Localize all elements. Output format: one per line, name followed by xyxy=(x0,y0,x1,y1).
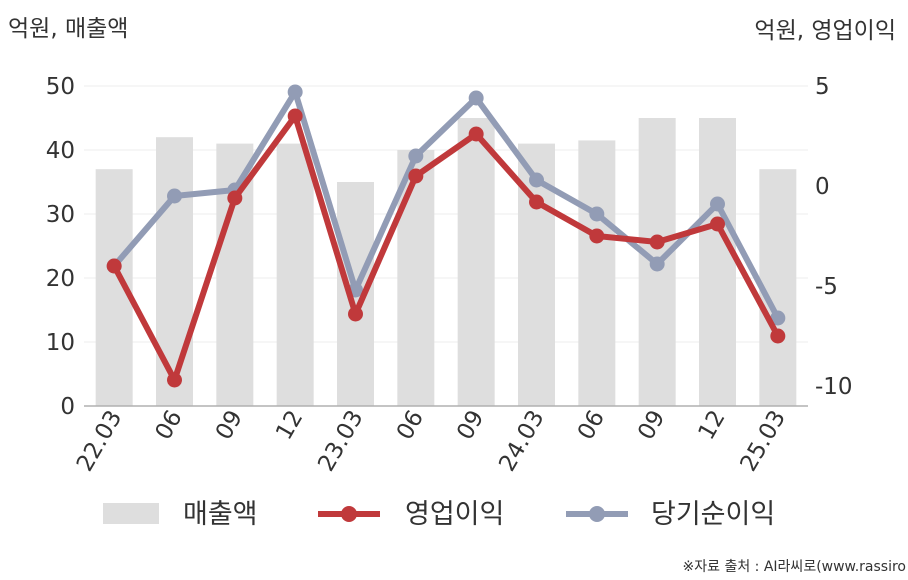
bar-series-revenue xyxy=(95,118,797,406)
series-point xyxy=(649,234,665,250)
left-tick-label: 20 xyxy=(46,266,75,292)
legend-marker-net-income xyxy=(589,506,605,522)
x-tick-label: 06 xyxy=(573,406,610,444)
bar-revenue xyxy=(759,169,797,406)
legend: 매출액 영업이익 당기순이익 xyxy=(103,499,775,530)
legend-label-operating-profit: 영업이익 xyxy=(405,499,504,530)
bar-revenue xyxy=(699,118,736,406)
series-point xyxy=(649,256,665,272)
series-point xyxy=(710,196,725,212)
series-point xyxy=(348,306,363,322)
left-axis-label: 억원, 매출액 xyxy=(8,16,128,42)
series-point xyxy=(287,108,303,124)
line-series xyxy=(106,84,786,388)
series-point xyxy=(529,194,544,210)
series-point xyxy=(468,126,484,142)
series-point xyxy=(287,84,303,100)
series-point xyxy=(167,188,182,204)
x-tick-label: 25.03 xyxy=(736,406,791,476)
series-point xyxy=(106,258,122,274)
left-tick-label: 0 xyxy=(60,394,75,420)
source-note: ※자료 출처 : AI라씨로(www.rassiro xyxy=(683,559,906,575)
legend-label-net-income: 당기순이익 xyxy=(651,499,775,530)
left-tick-label: 10 xyxy=(46,330,75,356)
x-tick-label: 23.03 xyxy=(313,406,368,476)
right-axis-label: 억원, 영업이익 xyxy=(754,18,896,44)
bar-revenue xyxy=(457,118,495,406)
x-tick-label: 09 xyxy=(211,406,248,444)
line-series-net-income xyxy=(106,84,786,326)
right-axis-ticks: 5 0 -5 -10 xyxy=(815,74,853,400)
legend-marker-operating-profit xyxy=(341,506,357,522)
series-line xyxy=(111,113,781,383)
series-point xyxy=(408,148,424,164)
left-axis-ticks: 0 10 20 30 40 50 xyxy=(46,74,75,420)
right-tick-label: 0 xyxy=(815,174,830,200)
series-point xyxy=(468,90,484,106)
bar-revenue xyxy=(276,143,314,406)
right-tick-label: -5 xyxy=(815,274,838,300)
left-tick-label: 40 xyxy=(46,138,75,164)
series-point xyxy=(710,216,725,232)
x-tick-label: 09 xyxy=(633,406,670,444)
x-tick-label: 06 xyxy=(151,406,188,444)
x-axis-ticks: 22.03 06 09 12 23.03 06 09 24.03 06 09 12 25.03 xyxy=(72,406,791,476)
x-tick-label: 06 xyxy=(392,406,429,444)
bar-revenue xyxy=(156,137,193,406)
series-point xyxy=(770,310,786,326)
x-tick-label: 24.03 xyxy=(494,406,549,476)
series-point xyxy=(770,328,786,344)
legend-label-revenue: 매출액 xyxy=(183,499,258,530)
series-point xyxy=(589,206,605,222)
series-point xyxy=(167,372,182,388)
series-point xyxy=(227,190,243,206)
left-tick-label: 50 xyxy=(46,74,75,100)
x-tick-label: 12 xyxy=(271,406,308,444)
series-point xyxy=(589,228,605,244)
series-point xyxy=(529,172,544,188)
grid-lines xyxy=(84,85,808,343)
series-point xyxy=(408,168,424,184)
left-tick-label: 30 xyxy=(46,202,75,228)
legend-swatch-revenue xyxy=(103,503,159,524)
x-tick-label: 22.03 xyxy=(72,406,127,476)
x-tick-label: 12 xyxy=(694,406,731,444)
line-series-operating-profit xyxy=(106,108,786,388)
right-tick-label: -10 xyxy=(815,374,853,400)
bar-revenue xyxy=(578,140,616,406)
right-tick-label: 5 xyxy=(815,74,830,100)
x-tick-label: 09 xyxy=(452,406,489,444)
bar-revenue xyxy=(397,150,435,406)
series-line xyxy=(111,89,781,320)
